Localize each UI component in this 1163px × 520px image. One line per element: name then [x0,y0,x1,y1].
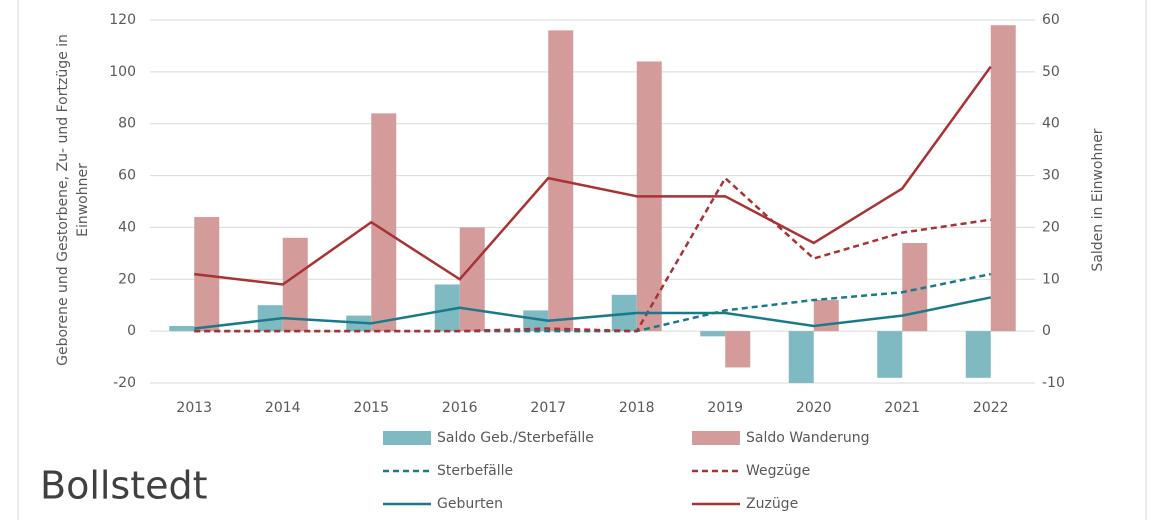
x-tick-label: 2017 [530,400,566,416]
line [194,176,991,333]
bar [990,25,1016,332]
y-tick-label: 60 [118,168,136,184]
y-tick-label: 0 [127,323,136,339]
line [194,65,992,286]
bar [459,227,485,332]
line [194,272,992,333]
line [194,296,992,330]
y2-axis-label: Salden in Einwohner [1090,128,1106,271]
x-tick-label: 2015 [353,400,389,416]
y-axis-label: Geborene und Gestorbene, Zu- und Fortzüg… [55,34,91,366]
y-tick-label: 20 [118,271,136,287]
y2-tick-label: -10 [1042,375,1065,391]
legend-swatch [692,431,740,445]
bar [965,331,991,378]
legend-swatch [383,431,431,445]
y2-tick-label: 0 [1042,323,1051,339]
y-tick-label: 100 [109,64,136,80]
y-axis-label-line: Geborene und Gestorbene, Zu- und Fortzüg… [55,34,71,366]
frame [17,0,1147,520]
x-tick-label: 2018 [619,400,655,416]
bar [371,113,397,332]
x-tick-label: 2020 [796,400,832,416]
y-tick-label: 40 [118,219,136,235]
y2-tick-label: 10 [1042,271,1060,287]
x-tick-label: 2014 [265,400,301,416]
legend-label: Saldo Wanderung [746,430,870,446]
y2-tick-label: 50 [1042,64,1060,80]
x-tick-label: 2019 [707,400,743,416]
x-tick-label: 2022 [973,400,1009,416]
bar [788,331,814,383]
legend-label: Zuzüge [746,496,798,512]
legend-label: Saldo Geb./Sterbefälle [437,430,594,446]
y2-tick-label: 40 [1042,116,1060,132]
x-tick-label: 2016 [442,400,478,416]
y2-tick-label: 20 [1042,219,1060,235]
y2-tick-label: 60 [1042,12,1060,28]
x-tick-label: 2021 [884,400,920,416]
y-tick-label: 80 [118,116,136,132]
y-axis-label-line: Einwohner [75,163,91,237]
y-tick-label: -20 [113,375,136,391]
legend-label: Sterbefälle [437,463,513,479]
x-tick-label: 2013 [176,400,212,416]
bar [725,331,751,368]
bar [877,331,903,378]
bar [169,325,195,332]
legend-label: Wegzüge [746,463,810,479]
legend-label: Geburten [437,496,503,512]
bar [523,310,549,332]
location-label: Bollstedt [40,464,208,508]
y2-tick-label: 30 [1042,168,1060,184]
bar [282,237,308,332]
y-tick-label: 120 [109,12,136,28]
bar [700,331,726,337]
